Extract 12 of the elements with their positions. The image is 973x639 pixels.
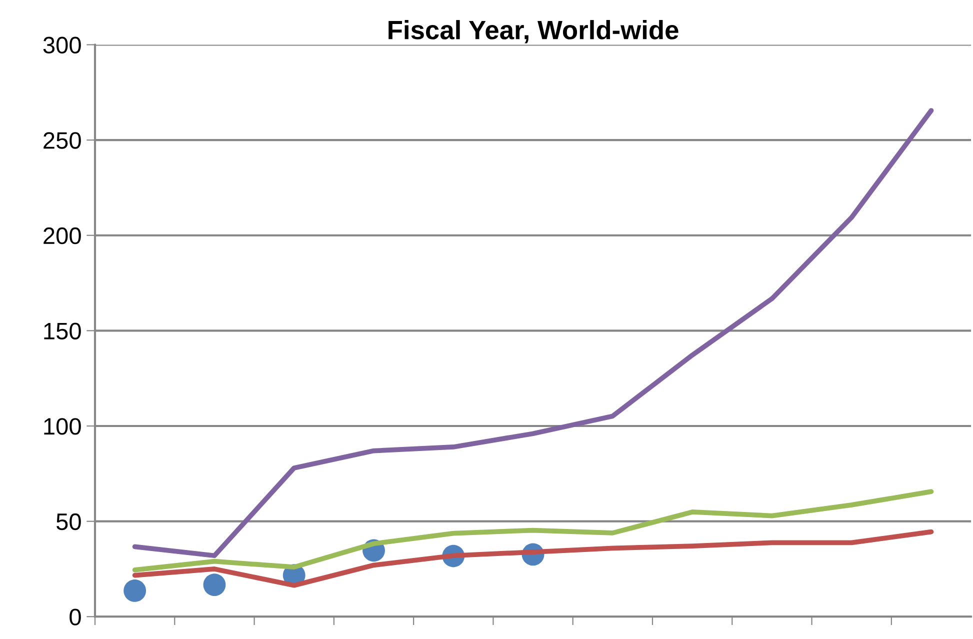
point <box>124 580 146 602</box>
point <box>203 574 226 596</box>
y-tick-label: 300 <box>43 36 81 54</box>
y-tick-label: 200 <box>44 227 81 244</box>
line-series <box>132 529 934 588</box>
y-tick-label: 100 <box>44 418 81 435</box>
y-tick-label: 250 <box>44 132 81 149</box>
y-tick-label: 0 <box>70 608 81 626</box>
line-series <box>132 108 934 558</box>
y-tick-label: 50 <box>56 513 81 530</box>
chart-title: Fiscal Year, World-wide <box>388 20 678 44</box>
y-tick-label: 150 <box>44 322 81 340</box>
